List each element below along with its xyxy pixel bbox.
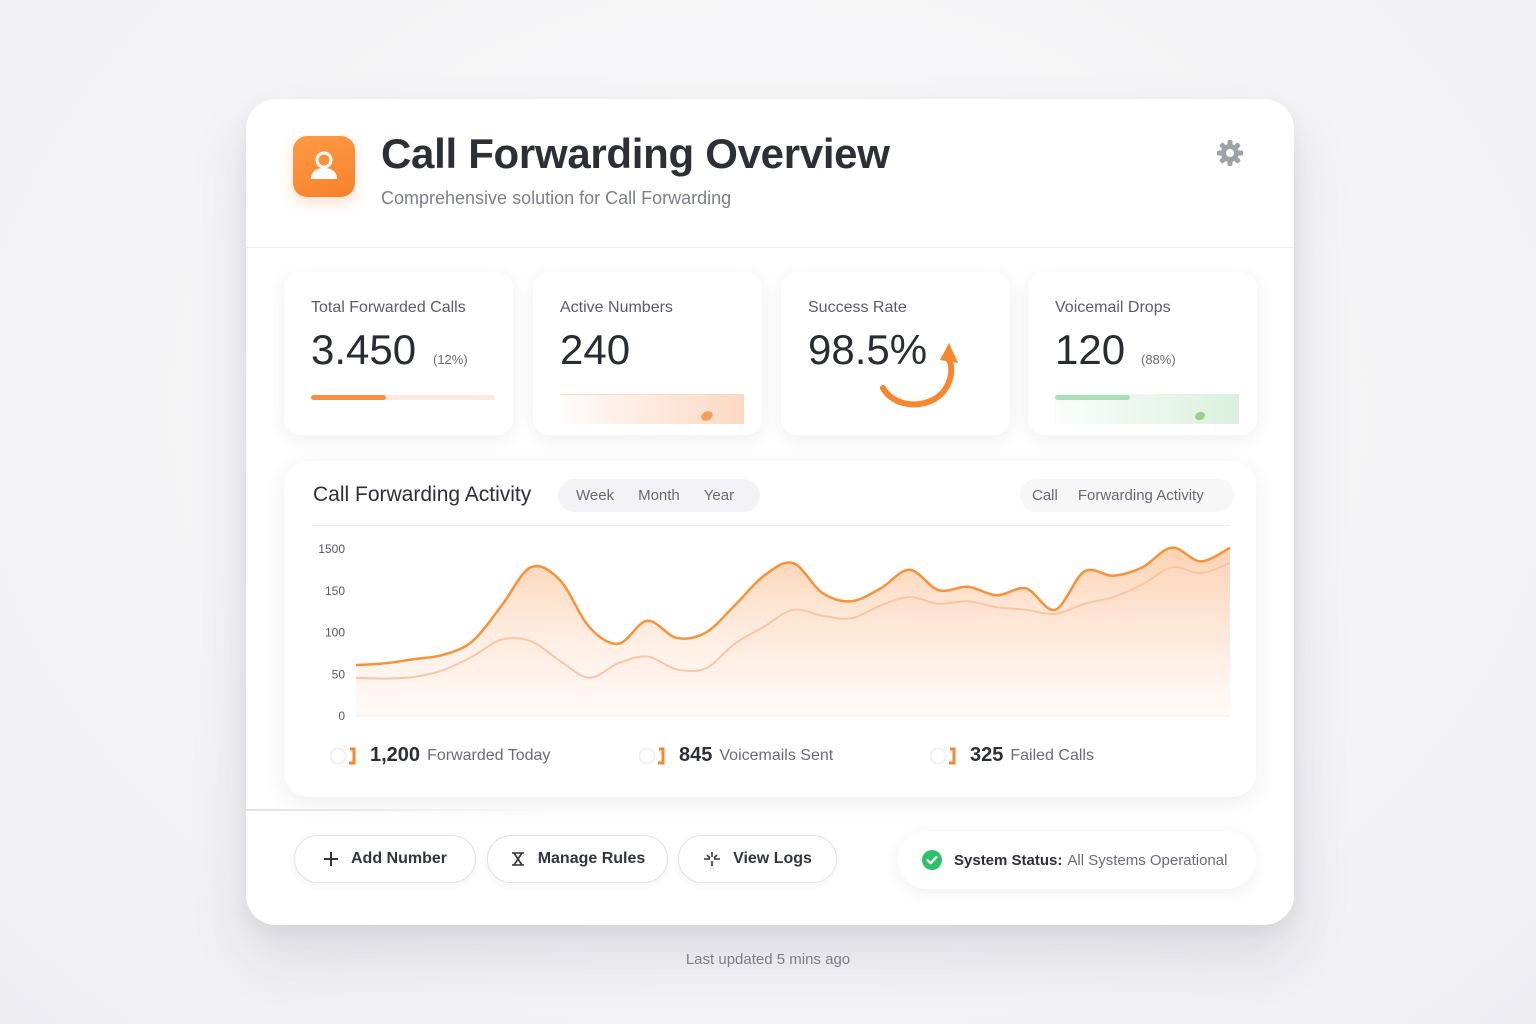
y-tick-label: 150 (325, 584, 345, 598)
activity-area-chart: 1500 150 100 50 0 (318, 542, 1231, 723)
stat-card-voicemail-drops: Voicemail Drops 120 (88%) (1028, 272, 1257, 435)
stat-value: 120 (1055, 326, 1126, 373)
status-value: All Systems Operational (1067, 851, 1228, 869)
summary-label: Forwarded Today (427, 746, 551, 764)
stat-value: 3.450 (311, 326, 417, 373)
series-1-line (355, 546, 1231, 667)
legend-item: Call (1032, 487, 1058, 504)
series-2-area (356, 563, 1230, 716)
stat-label: Active Numbers (560, 299, 673, 316)
last-updated: Last updated 5 mins ago (685, 951, 851, 968)
period-week-button[interactable]: Week (576, 487, 615, 504)
manage-rules-button[interactable]: Manage Rules (487, 835, 668, 883)
stat-card-active-numbers: Active Numbers 240 (533, 272, 762, 435)
y-tick-label: 1500 (318, 542, 345, 556)
legend-item: Forwarding Activity (1077, 487, 1204, 504)
chart-legend[interactable]: Call Forwarding Activity (1020, 479, 1234, 512)
sparkline-marker-icon (701, 411, 713, 421)
view-logs-button[interactable]: View Logs (678, 835, 837, 883)
system-status-badge: System Status: All Systems Operational (898, 831, 1256, 889)
stat-value: 240 (560, 326, 631, 373)
activity-chart-card: Call Forwarding Activity Week Month Year… (284, 461, 1256, 797)
summary-label: Voicemails Sent (719, 746, 834, 764)
status-key: System Status: (954, 851, 1063, 869)
footer-divider (246, 809, 546, 811)
stat-delta: (12%) (433, 352, 468, 367)
progress-fill (311, 395, 387, 400)
plus-icon (324, 852, 338, 866)
stat-delta: (88%) (1141, 352, 1176, 367)
summary-value: 845 (679, 744, 713, 766)
progress-fill (1055, 395, 1131, 400)
stat-label: Success Rate (808, 299, 907, 316)
stat-card-success-rate: Success Rate 98.5% (781, 272, 1010, 435)
gear-icon[interactable] (1216, 139, 1244, 167)
summary-value: 1,200 (370, 744, 421, 766)
summary-forwarded-today: 1,200 Forwarded Today (329, 744, 551, 767)
y-tick-label: 50 (332, 667, 346, 681)
summary-voicemails-sent: 845 Voicemails Sent (638, 744, 834, 767)
stat-label: Total Forwarded Calls (311, 299, 466, 316)
add-number-label: Add Number (351, 850, 447, 867)
summary-value: 325 (970, 744, 1004, 766)
dashboard-card: Call Forwarding Overview Comprehensive s… (246, 99, 1294, 925)
add-number-button[interactable]: Add Number (294, 835, 476, 883)
series-2-line (355, 562, 1231, 680)
logs-icon (704, 852, 721, 866)
page-subtitle: Comprehensive solution for Call Forwardi… (381, 188, 732, 208)
summary-failed-calls: 325 Failed Calls (929, 744, 1094, 767)
forward-icon (329, 745, 358, 767)
summary-label: Failed Calls (1010, 746, 1094, 764)
sparkline-area (560, 394, 744, 424)
view-logs-label: View Logs (733, 850, 812, 867)
period-year-button[interactable]: Year (703, 487, 735, 504)
manage-rules-label: Manage Rules (537, 850, 646, 867)
refresh-arrow-icon (880, 343, 958, 408)
stat-label: Voicemail Drops (1055, 299, 1171, 316)
sparkline-line (560, 394, 744, 395)
chart-divider (313, 525, 1230, 526)
header: Call Forwarding Overview Comprehensive s… (246, 99, 1294, 248)
failed-call-icon (929, 745, 958, 767)
stat-card-total-forwarded: Total Forwarded Calls 3.450 (12%) (284, 272, 513, 435)
stat-value: 98.5% (808, 326, 928, 373)
progress-bar (1055, 395, 1239, 400)
chart-title: Call Forwarding Activity (313, 483, 532, 506)
y-tick-label: 100 (325, 626, 345, 640)
voicemail-icon (638, 745, 667, 767)
check-circle-icon (922, 850, 942, 870)
period-selector: Week Month Year (558, 479, 760, 512)
progress-bar (311, 395, 495, 400)
user-icon (293, 136, 355, 197)
sparkline-marker-icon (1195, 411, 1205, 421)
period-month-button[interactable]: Month (638, 487, 680, 504)
page-title: Call Forwarding Overview (381, 130, 890, 177)
rules-icon (511, 852, 524, 866)
y-tick-label: 0 (338, 709, 345, 723)
